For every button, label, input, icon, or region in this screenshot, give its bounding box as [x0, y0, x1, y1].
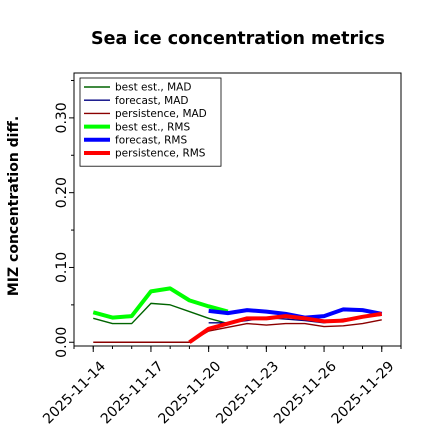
legend-label-persistence-rms: persistence, RMS [115, 148, 206, 160]
series-line-best-est-mad [93, 302, 229, 325]
legend-label-persistence-mad: persistence, MAD [115, 108, 207, 120]
series-layer [92, 286, 383, 344]
y-tick-label: 0.20 [54, 177, 70, 208]
legend-label-forecast-mad: forecast, MAD [115, 95, 188, 107]
series-line-persistence-mad [93, 319, 382, 343]
x-tick-label: 2025-11-29 [329, 358, 398, 427]
y-tick-label: 0.00 [54, 327, 70, 358]
y-tick-label: 0.30 [54, 102, 70, 133]
series-line-persistence-rms [188, 311, 383, 344]
y-tick-label: 0.10 [54, 252, 70, 283]
y-axis-label: MIZ concentration diff. [6, 116, 22, 296]
series-line-best-est-rms [92, 286, 229, 320]
legend-label-best-est-mad: best est., MAD [115, 82, 191, 94]
y-axis: 0.00 0.10 0.20 0.30 [54, 79, 74, 358]
legend-label-forecast-rms: forecast, RMS [115, 134, 187, 146]
plot-frame [73, 72, 402, 347]
legend-label-best-est-rms: best est., RMS [115, 121, 190, 133]
x-axis: 2025-11-142025-11-172025-11-202025-11-23… [40, 346, 402, 427]
chart-title: Sea ice concentration metrics [91, 29, 385, 49]
